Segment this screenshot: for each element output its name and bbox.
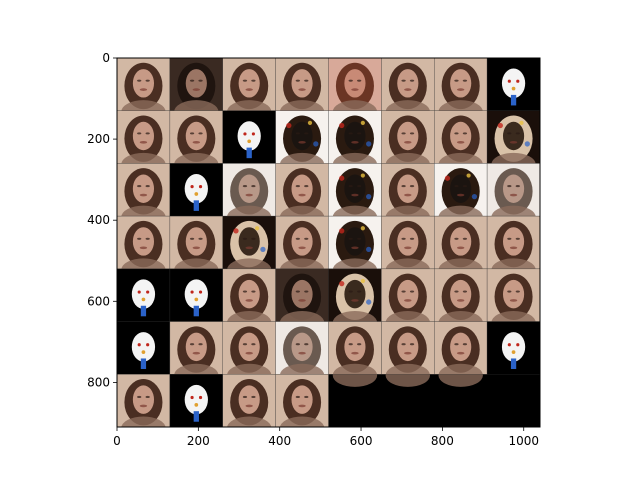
face-tile xyxy=(117,374,171,427)
face-tile xyxy=(486,110,540,177)
y-tick-label: 0 xyxy=(102,51,110,65)
x-tick-label: 0 xyxy=(113,434,121,448)
axes-frame xyxy=(116,57,541,428)
face-tile xyxy=(381,163,435,229)
face-tile xyxy=(486,268,540,335)
face-tile xyxy=(222,268,276,335)
y-tick-label: 800 xyxy=(87,375,110,389)
face-tile xyxy=(434,58,488,124)
face-tile xyxy=(117,268,171,322)
face-tile xyxy=(486,58,540,111)
face-tile xyxy=(222,110,276,164)
face-tile xyxy=(222,215,276,282)
y-tick-label: 400 xyxy=(87,213,110,227)
face-tile xyxy=(275,374,329,427)
face-tile xyxy=(434,163,488,229)
image-grid xyxy=(117,58,540,427)
face-tile xyxy=(328,163,382,229)
x-axis: 0 200 400 600 800 1000 xyxy=(113,427,539,448)
face-tile xyxy=(117,321,171,375)
x-tick-label: 1000 xyxy=(508,434,539,448)
x-tick-label: 600 xyxy=(350,434,373,448)
face-tile xyxy=(169,268,223,322)
face-tile xyxy=(117,58,171,124)
face-tile xyxy=(328,215,382,282)
face-tile xyxy=(486,321,540,375)
y-tick-label: 200 xyxy=(87,132,110,146)
face-tile xyxy=(328,268,382,335)
face-tile xyxy=(328,321,382,387)
y-tick-label: 600 xyxy=(87,294,110,308)
y-axis: 0 200 400 600 800 xyxy=(87,51,117,389)
face-tile xyxy=(117,110,171,177)
x-tick-label: 800 xyxy=(431,434,454,448)
face-tile xyxy=(169,374,223,427)
x-tick-label: 400 xyxy=(268,434,291,448)
face-tile xyxy=(169,163,223,217)
x-tick-label: 200 xyxy=(187,434,210,448)
face-tile xyxy=(434,321,488,387)
face-tile xyxy=(222,374,276,427)
face-tile xyxy=(381,58,435,124)
face-tile xyxy=(381,321,435,387)
